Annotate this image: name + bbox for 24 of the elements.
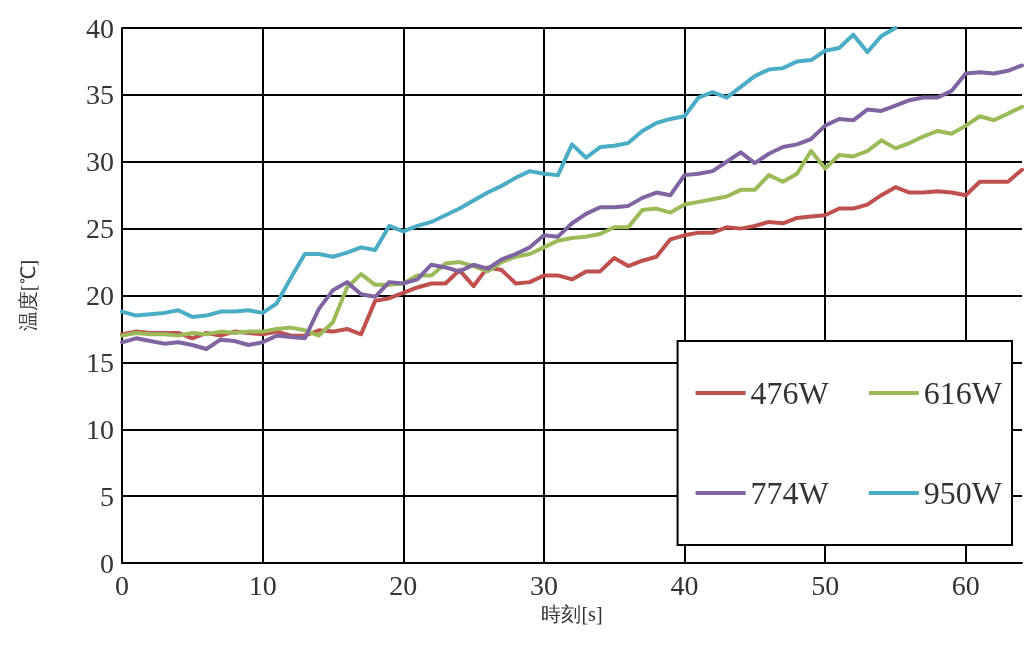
x-tick-label: 30 <box>529 569 558 601</box>
legend-label: 950W <box>923 475 1003 511</box>
legend-label: 476W <box>750 375 830 411</box>
y-tick-label: 10 <box>86 413 114 445</box>
x-tick-label: 20 <box>389 569 418 601</box>
x-tick-label: 60 <box>951 569 980 601</box>
line-series <box>120 26 898 319</box>
line-series <box>120 104 1024 338</box>
y-tick-label: 35 <box>86 79 114 111</box>
line-series <box>120 63 1024 351</box>
y-tick-label: 5 <box>100 480 114 512</box>
y-tick-label: 15 <box>86 346 114 378</box>
x-tick-label: 40 <box>670 569 699 601</box>
x-tick-label: 10 <box>248 569 277 601</box>
x-axis-title: 時刻[s] <box>541 602 603 625</box>
y-tick-label: 0 <box>100 547 114 579</box>
y-axis-title: 温度[℃] <box>17 259 39 332</box>
legend-label: 616W <box>923 375 1003 411</box>
y-tick-label: 40 <box>86 12 114 44</box>
y-tick-label: 20 <box>86 280 114 311</box>
x-tick-label: 50 <box>811 569 840 601</box>
y-tick-label: 25 <box>86 213 114 245</box>
legend-label: 774W <box>750 475 830 511</box>
y-tick-label: 30 <box>86 146 114 178</box>
